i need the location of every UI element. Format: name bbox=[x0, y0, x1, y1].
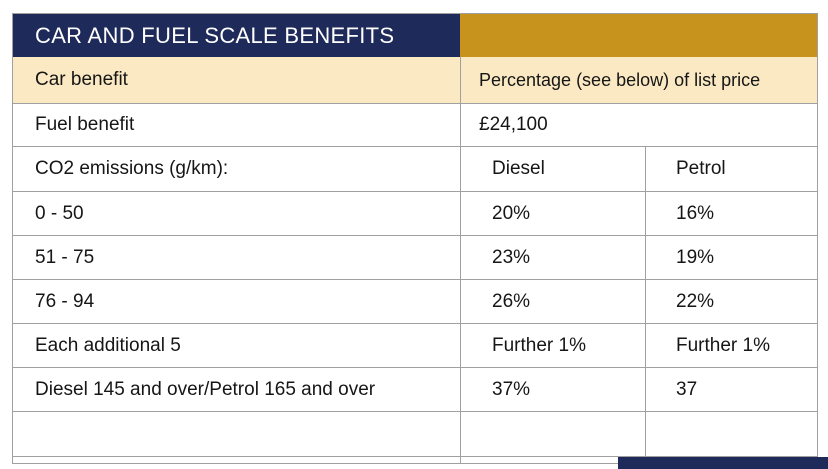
petrol-column-header: Petrol bbox=[645, 147, 817, 191]
diesel-value-cell: 26% bbox=[460, 280, 645, 323]
co2-emissions-header-row: CO2 emissions (g/km): Diesel Petrol bbox=[13, 147, 817, 192]
empty-row bbox=[13, 412, 817, 457]
band-label: 76 - 94 bbox=[35, 290, 95, 312]
gold-header-band bbox=[460, 14, 817, 57]
petrol-value-cell: 22% bbox=[645, 280, 817, 323]
diesel-value-cell: 23% bbox=[460, 236, 645, 279]
table-title: CAR AND FUEL SCALE BENEFITS bbox=[13, 14, 460, 57]
max-band-row: Diesel 145 and over/Petrol 165 and over … bbox=[13, 368, 817, 412]
emissions-band-row-0-50: 0 - 50 20% 16% bbox=[13, 192, 817, 236]
fuel-benefit-value: £24,100 bbox=[460, 104, 817, 146]
petrol-value-cell: Further 1% bbox=[645, 324, 817, 367]
car-benefit-row: Car benefit Percentage (see below) of li… bbox=[13, 57, 817, 104]
table-header-row: CAR AND FUEL SCALE BENEFITS bbox=[13, 14, 817, 57]
diesel-value-cell: 20% bbox=[460, 192, 645, 235]
fuel-benefit-label: Fuel benefit bbox=[35, 114, 135, 135]
co2-emissions-label: CO2 emissions (g/km): bbox=[35, 158, 229, 179]
emissions-band-row-76-94: 76 - 94 26% 22% bbox=[13, 280, 817, 324]
car-fuel-benefits-table: CAR AND FUEL SCALE BENEFITS Car benefit … bbox=[12, 13, 818, 464]
fuel-benefit-row: Fuel benefit £24,100 bbox=[13, 104, 817, 147]
diesel-value-cell: 37% bbox=[460, 368, 645, 411]
car-benefit-value: Percentage (see below) of list price bbox=[460, 57, 817, 103]
band-label: Each additional 5 bbox=[35, 334, 181, 356]
petrol-value-cell: 16% bbox=[645, 192, 817, 235]
each-additional-5-row: Each additional 5 Further 1% Further 1% bbox=[13, 324, 817, 368]
bottom-navy-band bbox=[618, 457, 828, 469]
petrol-value-cell: 19% bbox=[645, 236, 817, 279]
empty-label-cell bbox=[13, 412, 460, 456]
emissions-band-row-51-75: 51 - 75 23% 19% bbox=[13, 236, 817, 280]
band-label: 51 - 75 bbox=[35, 246, 95, 268]
diesel-value-cell: Further 1% bbox=[460, 324, 645, 367]
sliver-cell bbox=[13, 457, 460, 463]
car-benefit-label: Car benefit bbox=[35, 69, 128, 90]
sliver-cell bbox=[460, 457, 645, 463]
band-label: Diesel 145 and over/Petrol 165 and over bbox=[35, 378, 376, 400]
diesel-column-header: Diesel bbox=[460, 147, 645, 191]
empty-petrol-cell bbox=[645, 412, 817, 456]
band-label: 0 - 50 bbox=[35, 202, 84, 224]
petrol-value-cell: 37 bbox=[645, 368, 817, 411]
empty-diesel-cell bbox=[460, 412, 645, 456]
